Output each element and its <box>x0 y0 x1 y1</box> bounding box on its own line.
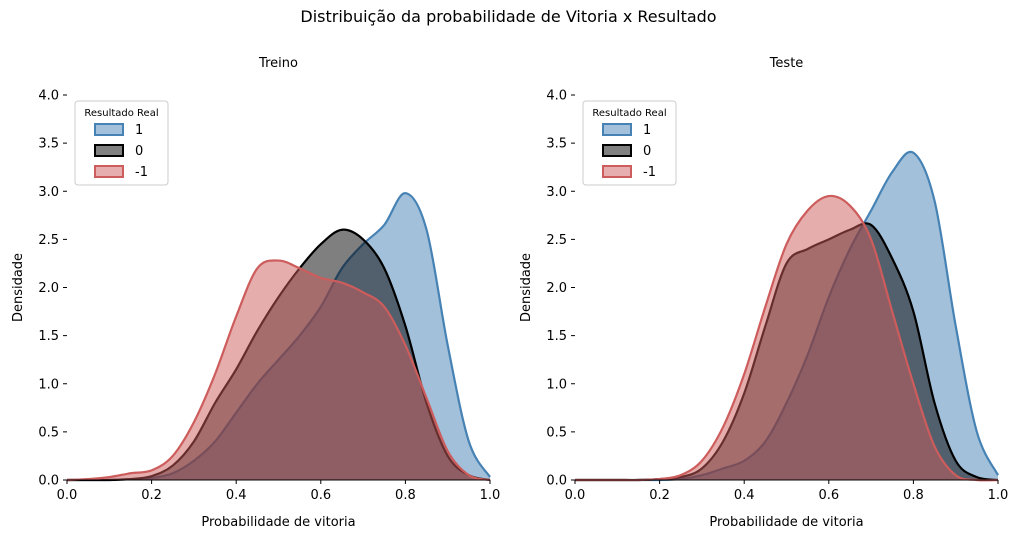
legend-swatch-series--1 <box>602 165 632 178</box>
legend-label-series--1: -1 <box>135 165 148 180</box>
x-tick-label: 0.4 <box>226 488 247 503</box>
y-tick-label: 3.0 <box>546 185 567 200</box>
y-tick-label: 4.0 <box>546 89 567 104</box>
legend-swatch-series-1 <box>602 123 632 136</box>
y-tick-label: 0.0 <box>546 474 567 489</box>
y-axis-title: Densidade <box>519 253 534 322</box>
x-axis-title: Probabilidade de vitoria <box>709 515 863 530</box>
legend-title: Resultado Real <box>84 108 158 119</box>
y-tick-label: 2.5 <box>546 233 567 248</box>
y-axis-title: Densidade <box>11 253 26 322</box>
legend: Resultado Real 1 0 -1 <box>582 100 677 186</box>
x-axis-title: Probabilidade de vitoria <box>201 515 355 530</box>
legend: Resultado Real 1 0 -1 <box>74 100 169 186</box>
y-tick-label: 3.0 <box>38 185 59 200</box>
x-tick-label: 0.2 <box>141 488 162 503</box>
chart-panel-2: Teste 0.0 0.2 0.4 0.6 0.8 1.0 Probabilidade de … <box>519 56 1008 530</box>
density-area-series--1 <box>575 195 998 481</box>
x-tick-label: 0.4 <box>734 488 755 503</box>
x-tick-label: 0.6 <box>818 488 839 503</box>
x-tick-label: 0.8 <box>395 488 416 503</box>
y-tick-label: 1.0 <box>546 377 567 392</box>
legend-box <box>582 100 677 186</box>
density-area-series--1 <box>67 260 490 480</box>
x-tick-label: 0.0 <box>57 488 78 503</box>
legend-swatch-series--1 <box>94 165 124 178</box>
panel-title: Teste <box>769 56 804 71</box>
figure-title: Distribuição da probabilidade de Vitoria… <box>300 7 717 26</box>
y-tick-label: 3.5 <box>38 137 59 152</box>
y-tick-label: 0.0 <box>38 474 59 489</box>
x-tick-label: 1.0 <box>988 488 1009 503</box>
x-tick-label: 1.0 <box>480 488 501 503</box>
chart-panel-1: Treino 0.0 0.2 0.4 0.6 0.8 1.0 Probabilidade de… <box>11 56 500 530</box>
y-tick-label: 2.0 <box>38 281 59 296</box>
y-tick-label: 1.5 <box>546 329 567 344</box>
legend-title: Resultado Real <box>592 108 666 119</box>
x-tick-label: 0.0 <box>565 488 586 503</box>
legend-swatch-series-0 <box>602 144 632 157</box>
legend-label-series-1: 1 <box>643 123 651 138</box>
density-line-series--1 <box>66 259 491 482</box>
legend-swatch-series-0 <box>94 144 124 157</box>
y-tick-label: 4.0 <box>38 89 59 104</box>
y-tick-label: 1.5 <box>38 329 59 344</box>
x-tick-label: 0.2 <box>649 488 670 503</box>
y-tick-label: 0.5 <box>38 425 59 440</box>
legend-label-series-0: 0 <box>643 144 651 159</box>
legend-label-series-1: 1 <box>135 123 143 138</box>
y-tick-label: 2.5 <box>38 233 59 248</box>
y-tick-label: 0.5 <box>546 425 567 440</box>
legend-label-series--1: -1 <box>643 165 656 180</box>
y-tick-label: 1.0 <box>38 377 59 392</box>
legend-swatch-series-1 <box>94 123 124 136</box>
y-tick-label: 2.0 <box>546 281 567 296</box>
y-tick-label: 3.5 <box>546 137 567 152</box>
legend-label-series-0: 0 <box>135 144 143 159</box>
x-tick-label: 0.6 <box>310 488 331 503</box>
x-tick-label: 0.8 <box>903 488 924 503</box>
panel-title: Treino <box>258 56 298 71</box>
legend-box <box>74 100 169 186</box>
